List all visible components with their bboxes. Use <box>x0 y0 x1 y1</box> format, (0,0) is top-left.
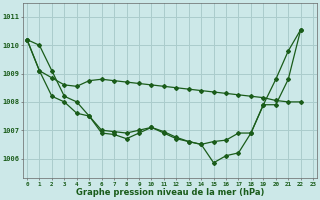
X-axis label: Graphe pression niveau de la mer (hPa): Graphe pression niveau de la mer (hPa) <box>76 188 264 197</box>
